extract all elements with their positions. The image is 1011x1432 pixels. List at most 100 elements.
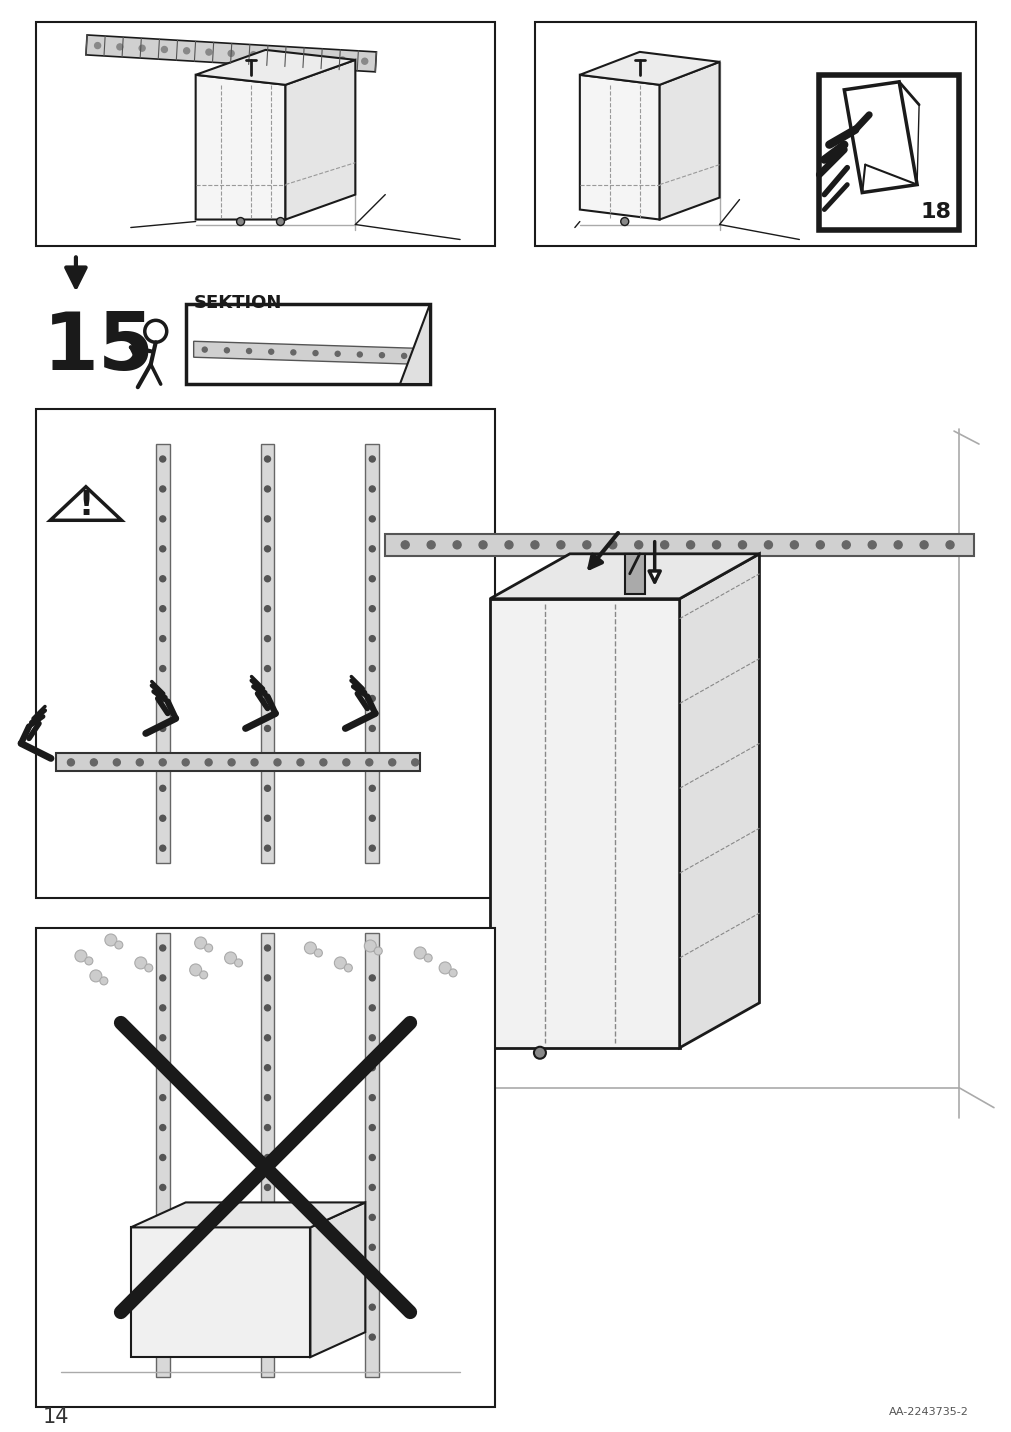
Circle shape bbox=[160, 1094, 166, 1101]
Circle shape bbox=[160, 696, 166, 702]
Circle shape bbox=[369, 516, 375, 521]
Circle shape bbox=[364, 939, 376, 952]
Circle shape bbox=[374, 947, 382, 955]
Circle shape bbox=[113, 759, 120, 766]
Circle shape bbox=[556, 541, 564, 548]
Text: AA-2243735-2: AA-2243735-2 bbox=[889, 1408, 969, 1418]
Circle shape bbox=[160, 666, 166, 672]
Circle shape bbox=[105, 934, 116, 947]
Circle shape bbox=[202, 347, 207, 352]
Circle shape bbox=[867, 541, 876, 548]
Circle shape bbox=[369, 1274, 375, 1280]
Circle shape bbox=[264, 845, 270, 851]
Circle shape bbox=[194, 937, 206, 949]
Bar bbox=[36, 928, 494, 1408]
Circle shape bbox=[424, 954, 432, 962]
Circle shape bbox=[160, 1154, 166, 1160]
Circle shape bbox=[335, 351, 340, 357]
Circle shape bbox=[264, 516, 270, 521]
Circle shape bbox=[264, 1244, 270, 1250]
Circle shape bbox=[264, 815, 270, 821]
Circle shape bbox=[369, 1005, 375, 1011]
Circle shape bbox=[369, 576, 375, 581]
Polygon shape bbox=[399, 305, 430, 384]
Circle shape bbox=[160, 455, 166, 463]
Circle shape bbox=[160, 1214, 166, 1220]
Polygon shape bbox=[489, 599, 679, 1048]
Circle shape bbox=[264, 546, 270, 551]
Circle shape bbox=[94, 43, 100, 49]
Circle shape bbox=[160, 756, 166, 762]
Circle shape bbox=[205, 759, 212, 766]
Circle shape bbox=[136, 759, 144, 766]
Bar bbox=[185, 305, 430, 384]
Circle shape bbox=[369, 726, 375, 732]
Circle shape bbox=[478, 541, 486, 548]
Polygon shape bbox=[56, 753, 420, 772]
Circle shape bbox=[738, 541, 746, 548]
Circle shape bbox=[453, 541, 461, 548]
Circle shape bbox=[344, 964, 352, 972]
Circle shape bbox=[160, 815, 166, 821]
Polygon shape bbox=[130, 1227, 310, 1358]
Polygon shape bbox=[624, 554, 644, 594]
Circle shape bbox=[224, 348, 229, 352]
Circle shape bbox=[712, 541, 720, 548]
Polygon shape bbox=[51, 487, 121, 520]
Circle shape bbox=[247, 348, 252, 354]
Circle shape bbox=[264, 945, 270, 951]
Circle shape bbox=[369, 785, 375, 792]
Text: 15: 15 bbox=[42, 309, 155, 387]
Circle shape bbox=[264, 1154, 270, 1160]
Circle shape bbox=[369, 815, 375, 821]
Circle shape bbox=[369, 696, 375, 702]
Circle shape bbox=[90, 759, 97, 766]
Polygon shape bbox=[843, 82, 916, 192]
Polygon shape bbox=[156, 934, 170, 1378]
Circle shape bbox=[160, 1065, 166, 1071]
Circle shape bbox=[160, 1305, 166, 1310]
Polygon shape bbox=[285, 60, 355, 219]
Polygon shape bbox=[579, 52, 719, 84]
Circle shape bbox=[75, 949, 87, 962]
Bar bbox=[819, 74, 958, 229]
Circle shape bbox=[264, 485, 270, 493]
Circle shape bbox=[160, 1244, 166, 1250]
Circle shape bbox=[160, 1035, 166, 1041]
Circle shape bbox=[145, 964, 153, 972]
Polygon shape bbox=[579, 74, 659, 219]
Circle shape bbox=[609, 541, 616, 548]
Circle shape bbox=[582, 541, 590, 548]
Bar bbox=[36, 21, 494, 246]
Circle shape bbox=[369, 606, 375, 611]
Text: SEKTION: SEKTION bbox=[193, 295, 282, 312]
Circle shape bbox=[413, 947, 426, 959]
Circle shape bbox=[816, 541, 824, 548]
Circle shape bbox=[276, 218, 284, 225]
Circle shape bbox=[369, 756, 375, 762]
Circle shape bbox=[369, 1065, 375, 1071]
Polygon shape bbox=[659, 62, 719, 219]
Circle shape bbox=[369, 485, 375, 493]
Circle shape bbox=[427, 541, 435, 548]
Circle shape bbox=[251, 759, 258, 766]
Circle shape bbox=[264, 1274, 270, 1280]
Circle shape bbox=[369, 546, 375, 551]
Polygon shape bbox=[195, 74, 285, 219]
Polygon shape bbox=[365, 444, 379, 863]
Circle shape bbox=[114, 941, 122, 949]
Circle shape bbox=[314, 949, 323, 957]
Circle shape bbox=[449, 969, 457, 977]
Circle shape bbox=[160, 785, 166, 792]
Circle shape bbox=[205, 49, 211, 54]
Circle shape bbox=[294, 54, 300, 60]
Circle shape bbox=[894, 541, 901, 548]
Circle shape bbox=[182, 759, 189, 766]
Circle shape bbox=[269, 349, 273, 354]
Circle shape bbox=[264, 1184, 270, 1190]
Circle shape bbox=[945, 541, 953, 548]
Circle shape bbox=[264, 696, 270, 702]
Polygon shape bbox=[365, 934, 379, 1378]
Circle shape bbox=[224, 952, 237, 964]
Circle shape bbox=[250, 52, 256, 57]
